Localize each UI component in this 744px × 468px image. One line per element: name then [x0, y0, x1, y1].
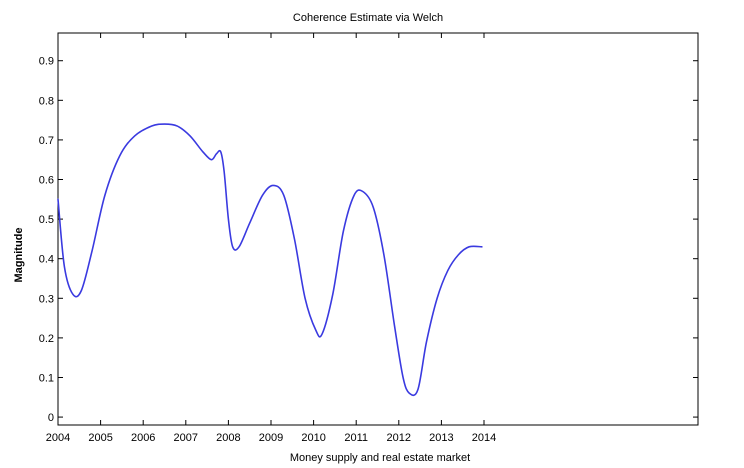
y-tick-label: 0.4	[39, 254, 54, 266]
x-tick-label: 2012	[387, 432, 411, 444]
x-tick-label: 2007	[174, 432, 198, 444]
x-tick-label: 2011	[344, 432, 368, 444]
x-tick-label: 2013	[429, 432, 453, 444]
plot-frame	[57, 32, 699, 426]
x-axis-ticks: 2004 2005 2006 2007 2008 2009 2010 2011 2012 2013…	[46, 33, 496, 444]
x-tick-label: 2006	[131, 432, 155, 444]
y-tick-label: 0	[48, 412, 54, 424]
x-axis-title: Money supply and real estate market	[290, 452, 470, 464]
y-tick-label: 0.3	[39, 293, 54, 305]
y-tick-label: 0.7	[39, 135, 54, 147]
x-tick-label: 2004	[46, 432, 70, 444]
series-line	[57, 123, 483, 397]
x-tick-label: 2009	[259, 432, 283, 444]
x-tick-label: 2005	[88, 432, 112, 444]
y-tick-label: 0.2	[39, 333, 54, 345]
y-tick-label: 0.1	[39, 372, 54, 384]
y-tick-label: 0.5	[39, 214, 54, 226]
x-tick-label: 2010	[301, 432, 325, 444]
y-tick-label: 0.6	[39, 175, 54, 187]
x-tick-label: 2008	[216, 432, 240, 444]
y-axis-title: Magnitude	[13, 228, 25, 283]
y-tick-label: 0.8	[39, 95, 54, 107]
chart-title: Coherence Estimate via Welch	[293, 12, 443, 24]
x-tick-label: 2014	[472, 432, 496, 444]
y-tick-label: 0.9	[39, 56, 54, 68]
y-axis-ticks: 0 0.1 0.2 0.3 0.4 0.5 0.6 0.7 0.8 0.9	[39, 56, 698, 424]
plot-area: 00.10.20.30.40.50.60.70.80.9 2004 2005 200…	[39, 32, 699, 444]
